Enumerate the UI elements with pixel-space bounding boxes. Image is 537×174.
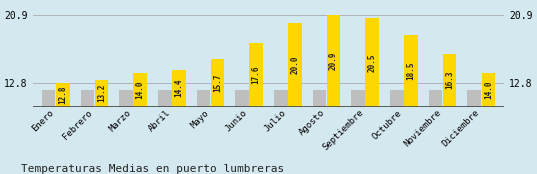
- Bar: [429, 90, 442, 174]
- Text: 16.3: 16.3: [445, 71, 454, 89]
- Bar: [172, 70, 186, 174]
- Bar: [274, 90, 288, 174]
- Bar: [158, 90, 171, 174]
- Bar: [95, 80, 108, 174]
- Bar: [467, 90, 481, 174]
- Bar: [404, 35, 418, 174]
- Text: 14.0: 14.0: [484, 81, 493, 99]
- Bar: [81, 90, 94, 174]
- Bar: [42, 90, 55, 174]
- Text: 12.8: 12.8: [59, 86, 67, 104]
- Text: 14.4: 14.4: [175, 79, 183, 97]
- Text: 20.9: 20.9: [329, 52, 338, 70]
- Bar: [390, 90, 404, 174]
- Bar: [313, 90, 326, 174]
- Text: 14.0: 14.0: [136, 81, 144, 99]
- Text: 17.6: 17.6: [252, 65, 260, 84]
- Bar: [288, 23, 302, 174]
- Bar: [211, 59, 224, 174]
- Bar: [197, 90, 210, 174]
- Text: 15.7: 15.7: [213, 73, 222, 92]
- Bar: [327, 15, 340, 174]
- Bar: [366, 18, 379, 174]
- Bar: [351, 90, 365, 174]
- Text: 20.0: 20.0: [291, 55, 300, 74]
- Bar: [443, 54, 456, 174]
- Bar: [119, 90, 133, 174]
- Bar: [249, 43, 263, 174]
- Text: 20.5: 20.5: [368, 53, 377, 72]
- Text: 18.5: 18.5: [407, 62, 416, 80]
- Bar: [133, 73, 147, 174]
- Text: 13.2: 13.2: [97, 84, 106, 102]
- Bar: [482, 73, 495, 174]
- Bar: [56, 83, 70, 174]
- Text: Temperaturas Medias en puerto lumbreras: Temperaturas Medias en puerto lumbreras: [21, 164, 285, 174]
- Bar: [235, 90, 249, 174]
